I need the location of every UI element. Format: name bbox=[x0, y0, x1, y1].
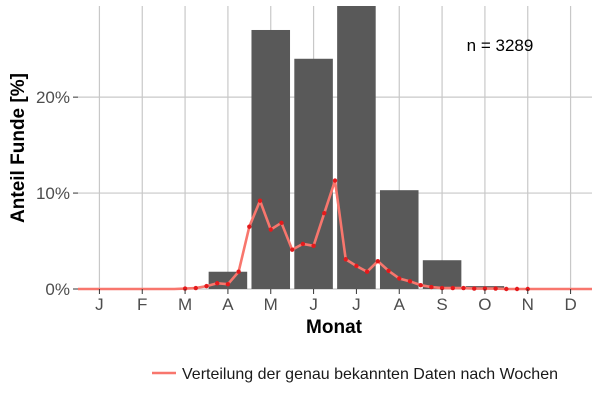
x-tick-label: J bbox=[309, 295, 318, 314]
x-axis-title: Monat bbox=[306, 317, 363, 338]
week-point bbox=[332, 178, 338, 183]
week-point bbox=[204, 283, 209, 289]
x-tick-label: D bbox=[564, 295, 576, 314]
x-tick-label: M bbox=[264, 295, 278, 314]
week-point bbox=[482, 286, 488, 291]
week-point bbox=[364, 269, 370, 274]
bar-4 bbox=[208, 271, 248, 289]
bar-6 bbox=[294, 58, 333, 289]
week-point bbox=[429, 284, 434, 290]
y-tick-label: 0% bbox=[45, 280, 70, 299]
y-tick-label: 10% bbox=[36, 184, 70, 203]
y-axis-title: Anteil Funde [%] bbox=[8, 73, 29, 223]
week-point bbox=[300, 241, 306, 247]
week-point bbox=[268, 227, 273, 232]
week-point bbox=[493, 286, 498, 291]
bar-9 bbox=[422, 260, 462, 289]
x-tick-label: M bbox=[178, 295, 192, 314]
x-tick-label: S bbox=[436, 295, 447, 314]
y-axis-ticks: 0% 10% 20% bbox=[36, 88, 78, 299]
x-tick-label: F bbox=[137, 295, 147, 314]
week-point bbox=[407, 279, 413, 284]
week-point bbox=[225, 282, 231, 287]
week-point bbox=[215, 281, 220, 286]
week-point bbox=[514, 286, 520, 292]
week-point bbox=[247, 224, 252, 229]
week-point bbox=[450, 285, 455, 291]
x-tick-label: O bbox=[478, 295, 491, 314]
week-point bbox=[236, 269, 241, 274]
x-tick-label: J bbox=[352, 295, 361, 314]
week-point bbox=[322, 211, 327, 216]
bar-8 bbox=[379, 190, 419, 289]
week-point bbox=[397, 276, 402, 281]
x-tick-label: A bbox=[394, 295, 406, 314]
bars bbox=[208, 6, 548, 290]
week-point bbox=[289, 247, 295, 252]
week-point bbox=[386, 268, 391, 273]
week-point bbox=[182, 286, 188, 291]
week-point bbox=[418, 282, 423, 288]
week-point bbox=[193, 285, 198, 291]
week-point bbox=[354, 263, 359, 269]
week-distribution-line bbox=[78, 179, 592, 291]
x-tick-label: J bbox=[95, 295, 104, 314]
week-point bbox=[439, 285, 445, 291]
x-tick-label: N bbox=[522, 295, 534, 314]
week-point bbox=[472, 286, 477, 291]
x-tick-label: A bbox=[222, 295, 234, 314]
week-point bbox=[279, 220, 284, 226]
week-point bbox=[375, 258, 381, 264]
sample-size-annotation: n = 3289 bbox=[467, 36, 534, 55]
week-point bbox=[343, 257, 348, 262]
week-point bbox=[504, 286, 509, 292]
bar-5 bbox=[251, 29, 291, 289]
legend-label: Verteilung der genau bekannten Daten nac… bbox=[182, 366, 558, 383]
week-point bbox=[461, 285, 466, 291]
week-point bbox=[311, 243, 316, 249]
week-point bbox=[257, 198, 263, 203]
y-tick-label: 20% bbox=[36, 88, 70, 107]
legend: Verteilung der genau bekannten Daten nac… bbox=[152, 366, 558, 383]
week-distribution-line-layer bbox=[78, 178, 592, 292]
